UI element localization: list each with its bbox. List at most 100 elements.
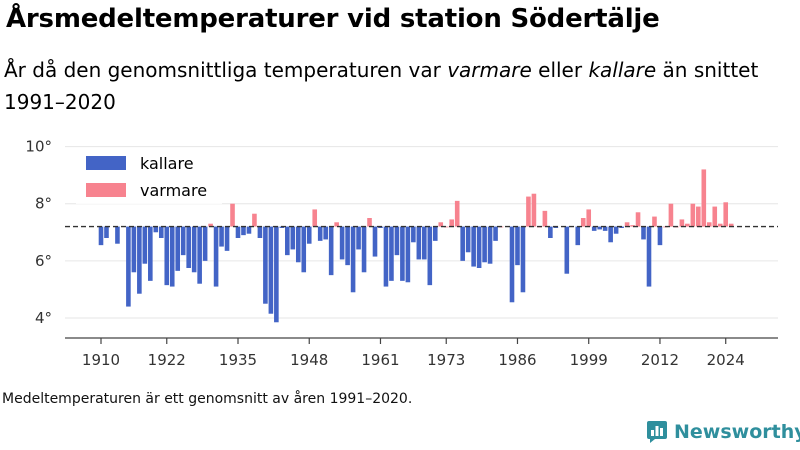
bar-colder xyxy=(224,226,230,251)
bar-warmer xyxy=(635,212,641,227)
subtitle-text-2: eller xyxy=(531,58,589,82)
bar-warmer xyxy=(312,209,318,227)
bar-colder xyxy=(202,226,208,261)
bar-colder xyxy=(427,226,433,286)
bar-warmer xyxy=(652,216,657,227)
bar-colder xyxy=(197,226,202,284)
bar-colder xyxy=(613,226,619,234)
bar-colder xyxy=(432,226,438,241)
bar-colder xyxy=(142,226,148,264)
bar-warmer xyxy=(449,219,455,227)
footnote: Medeltemperaturen är ett genomsnitt av å… xyxy=(2,391,413,407)
chart-subtitle: År då den genomsnittliga temperaturen va… xyxy=(4,54,794,118)
x-tick-label: 1948 xyxy=(290,351,328,369)
bar-colder xyxy=(115,226,120,244)
bar-colder xyxy=(597,226,602,230)
bar-colder xyxy=(241,226,246,236)
legend-swatch xyxy=(86,156,126,170)
x-tick-label: 1935 xyxy=(219,351,257,369)
bar-warmer xyxy=(580,218,586,227)
bar-colder xyxy=(339,226,345,260)
bar-colder xyxy=(465,226,471,253)
x-tick-label: 1922 xyxy=(148,351,186,369)
x-tick-label: 1973 xyxy=(427,351,465,369)
subtitle-colder-word: kallare xyxy=(588,58,657,82)
bar-colder xyxy=(169,226,175,287)
bar-colder xyxy=(356,226,361,250)
bar-colder xyxy=(416,226,422,260)
bar-warmer xyxy=(454,200,460,227)
bar-colder xyxy=(323,226,328,240)
bar-colder xyxy=(164,226,170,286)
bar-warmer xyxy=(438,222,444,227)
bar-colder xyxy=(553,226,559,228)
bar-warmer xyxy=(679,219,685,227)
bar-warmer xyxy=(624,222,630,227)
bar-warmer xyxy=(690,203,696,227)
bar-colder xyxy=(591,226,597,231)
bar-colder xyxy=(564,226,570,274)
bar-warmer xyxy=(696,206,701,227)
legend-swatch xyxy=(86,183,126,197)
bar-colder xyxy=(372,226,378,257)
bar-colder xyxy=(646,226,652,287)
brand-name: Newsworthy xyxy=(674,421,800,443)
bar-colder xyxy=(400,226,405,281)
bar-warmer xyxy=(586,209,592,227)
bar-colder xyxy=(389,226,394,281)
bar-colder xyxy=(175,226,181,271)
bar-colder xyxy=(471,226,476,267)
bar-colder xyxy=(476,226,482,268)
bar-colder xyxy=(350,226,356,293)
x-tick-label: 2024 xyxy=(707,351,745,369)
bar-colder xyxy=(131,226,137,273)
bar-colder xyxy=(219,226,224,247)
bar-colder xyxy=(487,226,493,264)
x-tick-label: 1999 xyxy=(570,351,608,369)
brand: Newsworthy xyxy=(646,420,800,444)
bar-warmer xyxy=(531,193,537,227)
bar-warmer xyxy=(208,223,213,227)
bar-warmer xyxy=(526,196,531,227)
bar-warmer xyxy=(706,222,712,227)
bar-colder xyxy=(180,226,186,256)
subtitle-text-3: än snittet 1991–2020 xyxy=(4,58,759,114)
bar-colder xyxy=(515,226,520,266)
y-tick-label: 6° xyxy=(35,252,52,270)
x-tick-label: 1961 xyxy=(361,351,399,369)
bar-colder xyxy=(383,226,389,287)
bar-colder xyxy=(148,226,153,281)
bar-colder xyxy=(411,226,416,243)
subtitle-text-1: År då den genomsnittliga temperaturen va… xyxy=(4,58,448,82)
bar-colder xyxy=(186,226,191,268)
bar-colder xyxy=(279,226,285,228)
bar-colder xyxy=(602,226,608,231)
bar-warmer xyxy=(630,225,635,227)
bar-colder xyxy=(257,226,263,238)
bar-colder xyxy=(520,226,526,293)
bar-colder xyxy=(328,226,334,276)
bar-colder xyxy=(268,226,274,314)
bar-colder xyxy=(608,226,613,243)
bar-warmer xyxy=(717,223,723,227)
y-tick-label: 10° xyxy=(25,138,52,156)
bar-colder xyxy=(191,226,197,273)
bar-colder xyxy=(482,226,487,263)
y-tick-label: 4° xyxy=(35,309,52,327)
bar-warmer xyxy=(701,169,707,227)
bar-colder xyxy=(317,226,323,241)
bar-colder xyxy=(98,226,104,246)
bar-colder xyxy=(235,226,241,238)
bar-colder xyxy=(126,226,131,307)
bar-colder xyxy=(509,226,515,303)
y-axis-ticks: 4° 6° 8° 10° xyxy=(25,138,52,327)
bar-colder xyxy=(422,226,427,260)
bar-colder xyxy=(460,226,465,261)
bar-colder xyxy=(158,226,164,238)
y-tick-label: 8° xyxy=(35,195,52,213)
bar-colder xyxy=(306,226,312,244)
bar-colder xyxy=(263,226,268,304)
bar-warmer xyxy=(668,203,674,227)
newsworthy-logo-icon xyxy=(647,421,667,443)
bar-warmer xyxy=(712,206,718,227)
